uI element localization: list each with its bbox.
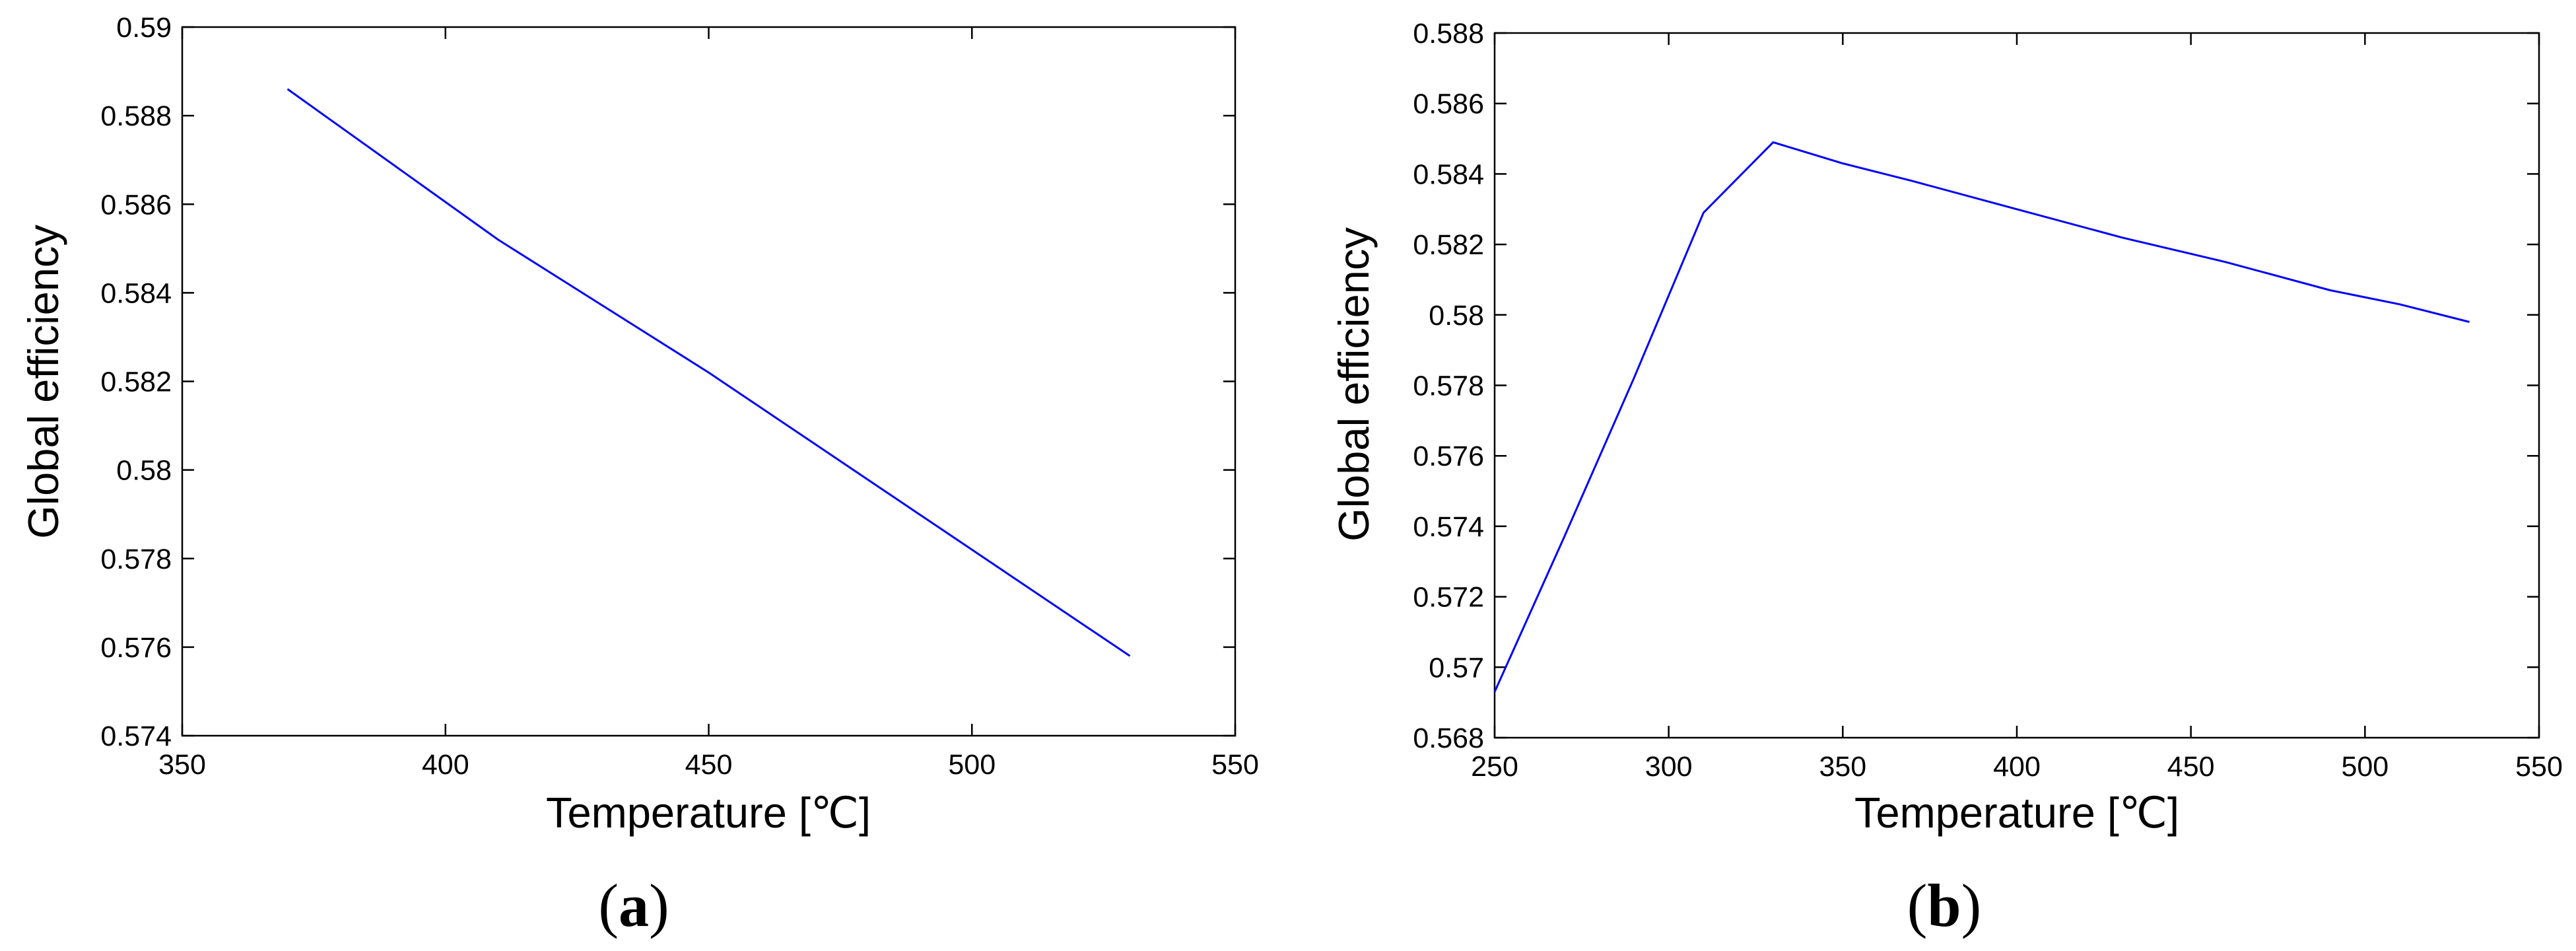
y-tick-label-b-3: 0.574 xyxy=(1413,511,1484,543)
x-tick-label-b-2: 350 xyxy=(1819,751,1866,783)
x-tick-label-b-6: 550 xyxy=(2515,751,2563,783)
y-tick-labels-b: 0.568 0.57 0.572 0.574 0.576 0.578 0.58 0.582 0.… xyxy=(1413,18,1484,754)
chart-panel-a: 350 400 450 500 550 0.574 0.576 0.578 0.58 0.582… xyxy=(19,12,1259,939)
y-tick-label-b-0: 0.568 xyxy=(1413,722,1484,754)
y-tick-label-a-4: 0.582 xyxy=(100,367,172,398)
x-ticks-a xyxy=(181,27,1237,736)
x-tick-labels-a: 350 400 450 500 550 xyxy=(158,749,1259,781)
y-ticks-a xyxy=(182,26,1235,737)
x-tick-label-b-1: 300 xyxy=(1645,751,1693,783)
y-tick-label-a-3: 0.58 xyxy=(116,455,172,487)
chart-panel-b: 250 300 350 400 450 500 550 0.568 0.57 0.572 0.57… xyxy=(1330,18,2563,939)
x-ticks-b xyxy=(1493,33,2540,738)
panel-letter-b: b xyxy=(1927,872,1961,939)
y-tick-label-b-9: 0.586 xyxy=(1413,88,1484,120)
panel-letter-a: a xyxy=(619,872,649,939)
x-tick-label-b-0: 250 xyxy=(1471,751,1518,783)
y-tick-label-b-7: 0.582 xyxy=(1413,229,1484,261)
x-tick-labels-b: 250 300 350 400 450 500 550 xyxy=(1471,751,2563,783)
y-tick-label-a-6: 0.586 xyxy=(100,189,172,221)
y-tick-label-b-4: 0.576 xyxy=(1413,440,1484,472)
y-tick-label-a-2: 0.578 xyxy=(100,544,172,575)
panel-caption-a: (a) xyxy=(598,872,669,939)
y-tick-labels-a: 0.574 0.576 0.578 0.58 0.582 0.584 0.586 0.588 0… xyxy=(100,12,172,752)
y-tick-label-a-5: 0.584 xyxy=(100,277,172,309)
x-tick-label-a-2: 450 xyxy=(685,749,733,781)
y-axis-label-a: Global efficiency xyxy=(19,225,67,539)
x-tick-label-a-4: 550 xyxy=(1211,749,1259,781)
series-group-a xyxy=(287,88,1131,657)
x-tick-label-a-3: 500 xyxy=(948,749,996,781)
y-tick-label-a-0: 0.574 xyxy=(100,721,172,752)
x-axis-label-a: Temperature [℃] xyxy=(546,789,871,837)
y-ticks-b xyxy=(1495,32,2539,739)
y-tick-label-a-1: 0.576 xyxy=(100,632,172,664)
x-tick-label-a-0: 350 xyxy=(158,749,206,781)
y-tick-label-b-1: 0.57 xyxy=(1429,652,1484,684)
y-tick-label-a-8: 0.59 xyxy=(116,12,172,44)
y-tick-label-b-10: 0.588 xyxy=(1413,18,1484,50)
y-tick-label-b-6: 0.58 xyxy=(1429,300,1484,332)
series-group-b xyxy=(1493,141,2470,693)
x-tick-label-b-3: 400 xyxy=(1993,751,2041,783)
y-tick-label-b-8: 0.584 xyxy=(1413,158,1484,190)
panel-caption-b: (b) xyxy=(1907,872,1981,939)
y-tick-label-a-7: 0.588 xyxy=(100,100,172,132)
series-line-b-0 xyxy=(1493,141,2470,693)
x-tick-label-b-4: 450 xyxy=(2167,751,2215,783)
x-tick-label-b-5: 500 xyxy=(2341,751,2389,783)
series-line-a-0 xyxy=(287,88,1131,657)
y-axis-label-b: Global efficiency xyxy=(1330,227,1378,542)
y-tick-label-b-2: 0.572 xyxy=(1413,582,1484,614)
x-tick-label-a-1: 400 xyxy=(422,749,469,781)
x-axis-label-b: Temperature [℃] xyxy=(1854,789,2179,837)
y-tick-label-b-5: 0.578 xyxy=(1413,370,1484,402)
